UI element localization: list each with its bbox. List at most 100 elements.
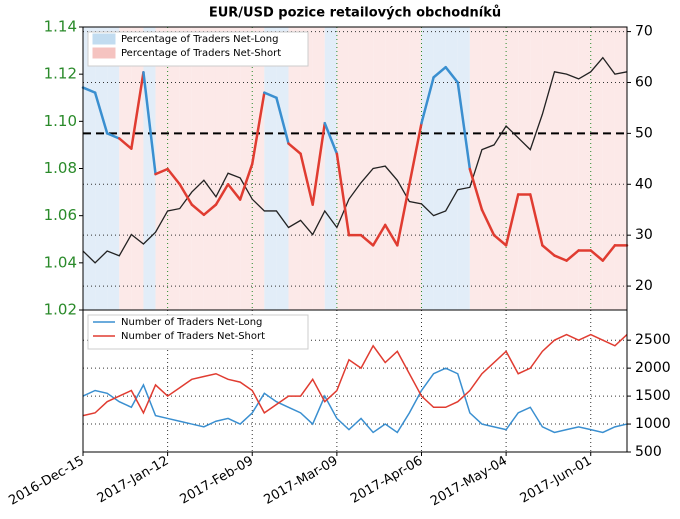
sentiment-band [203, 27, 216, 310]
sentiment-band [602, 27, 615, 310]
sentiment-line [504, 193, 520, 247]
x-tick-label: 2016-Dec-15 [6, 454, 86, 509]
y2-tick-label: 2500 [635, 332, 671, 348]
sentiment-line [323, 121, 339, 155]
sentiment-line [299, 152, 314, 206]
sentiment-line [359, 233, 375, 247]
sentiment-line [432, 65, 447, 79]
sentiment-line [93, 91, 109, 135]
sentiment-line [275, 96, 290, 145]
sentiment-band [119, 27, 132, 310]
sentiment-line [492, 233, 508, 247]
sentiment-line [154, 167, 169, 176]
sentiment-line [105, 132, 121, 140]
series-line [82, 333, 628, 417]
sentiment-line [529, 193, 544, 247]
legend-label: Number of Traders Net-Short [121, 331, 265, 342]
sentiment-line [589, 249, 605, 262]
series-line [82, 56, 628, 264]
y2-tick-label: 1500 [635, 388, 671, 404]
chart-title: EUR/USD pozice retailových obchodníků [209, 6, 501, 21]
sentiment-line [250, 91, 266, 166]
sentiment-line [118, 137, 133, 150]
y2-tick-label: 40 [635, 176, 653, 192]
sentiment-band [83, 27, 96, 310]
sentiment-line [601, 244, 617, 262]
y2-tick-label: 1000 [635, 416, 671, 432]
sentiment-band [530, 27, 543, 310]
sentiment-band [348, 27, 362, 310]
sentiment-line [311, 121, 327, 206]
sentiment-line [383, 223, 399, 247]
y2-tick-label: 20 [635, 278, 653, 294]
sentiment-line [202, 203, 218, 217]
sentiment-line [420, 76, 435, 125]
y-tick-label: 1.08 [44, 159, 77, 177]
sentiment-line [226, 183, 242, 201]
sentiment-line [408, 121, 423, 186]
sentiment-band [578, 27, 591, 310]
sentiment-band [542, 27, 555, 310]
sentiment-band [433, 27, 446, 310]
y2-tick-label: 70 [635, 24, 653, 40]
x-tick-label: 2017-May-04 [428, 454, 510, 510]
sentiment-line [480, 208, 496, 237]
sentiment-band [518, 27, 531, 310]
sentiment-line [142, 71, 157, 176]
sentiment-band [409, 27, 422, 310]
sentiment-band [107, 27, 120, 310]
legend-label: Percentage of Traders Net-Long [121, 34, 279, 45]
y2-tick-label: 500 [635, 444, 662, 460]
sentiment-band [95, 27, 108, 310]
sentiment-band [481, 27, 495, 310]
sentiment-band [191, 27, 204, 310]
sentiment-line [166, 167, 181, 186]
sentiment-band [252, 27, 265, 310]
sentiment-line [178, 183, 194, 206]
y-tick-label: 1.04 [44, 253, 77, 271]
y-tick-label: 1.02 [44, 301, 77, 319]
sentiment-band [336, 27, 349, 310]
sentiment-line [371, 223, 387, 247]
sentiment-band [494, 27, 507, 310]
plot-frame [82, 309, 628, 453]
x-tick-label: 2017-Jan-12 [95, 454, 172, 507]
sentiment-band [457, 27, 470, 310]
y-tick-label: 1.06 [44, 206, 77, 224]
sentiment-band [276, 27, 289, 310]
sentiment-band [131, 27, 144, 310]
sentiment-band [240, 27, 253, 310]
y-tick-label: 1.14 [44, 18, 77, 36]
sentiment-band [445, 27, 458, 310]
sentiment-line [456, 81, 472, 171]
legend-box [87, 31, 309, 67]
sentiment-line [130, 71, 145, 150]
sentiment-band [155, 27, 168, 310]
sentiment-band [264, 27, 277, 310]
sentiment-band [421, 27, 434, 310]
sentiment-line [565, 249, 580, 262]
legend-label: Percentage of Traders Net-Short [121, 48, 281, 59]
sentiment-band [554, 27, 567, 310]
sentiment-band [324, 27, 337, 310]
sentiment-band [228, 27, 241, 310]
sentiment-band [300, 27, 313, 310]
y2-tick-label: 30 [635, 227, 653, 243]
sentiment-band [566, 27, 579, 310]
x-tick-label: 2017-Feb-09 [177, 454, 256, 508]
x-tick-label: 2017-Mar-09 [261, 454, 340, 508]
sentiment-band [179, 27, 192, 310]
sentiment-line [214, 183, 230, 206]
sentiment-band [215, 27, 229, 310]
y-tick-label: 1.10 [44, 112, 77, 130]
y2-tick-label: 50 [635, 125, 653, 141]
x-tick-label: 2017-Apr-06 [348, 454, 425, 507]
sentiment-line [468, 167, 484, 211]
sentiment-line [238, 162, 254, 201]
sentiment-band [167, 27, 180, 310]
y-tick-label: 1.12 [44, 65, 77, 83]
sentiment-line [263, 91, 278, 99]
sentiment-line [81, 86, 97, 94]
sentiment-line [444, 65, 460, 84]
